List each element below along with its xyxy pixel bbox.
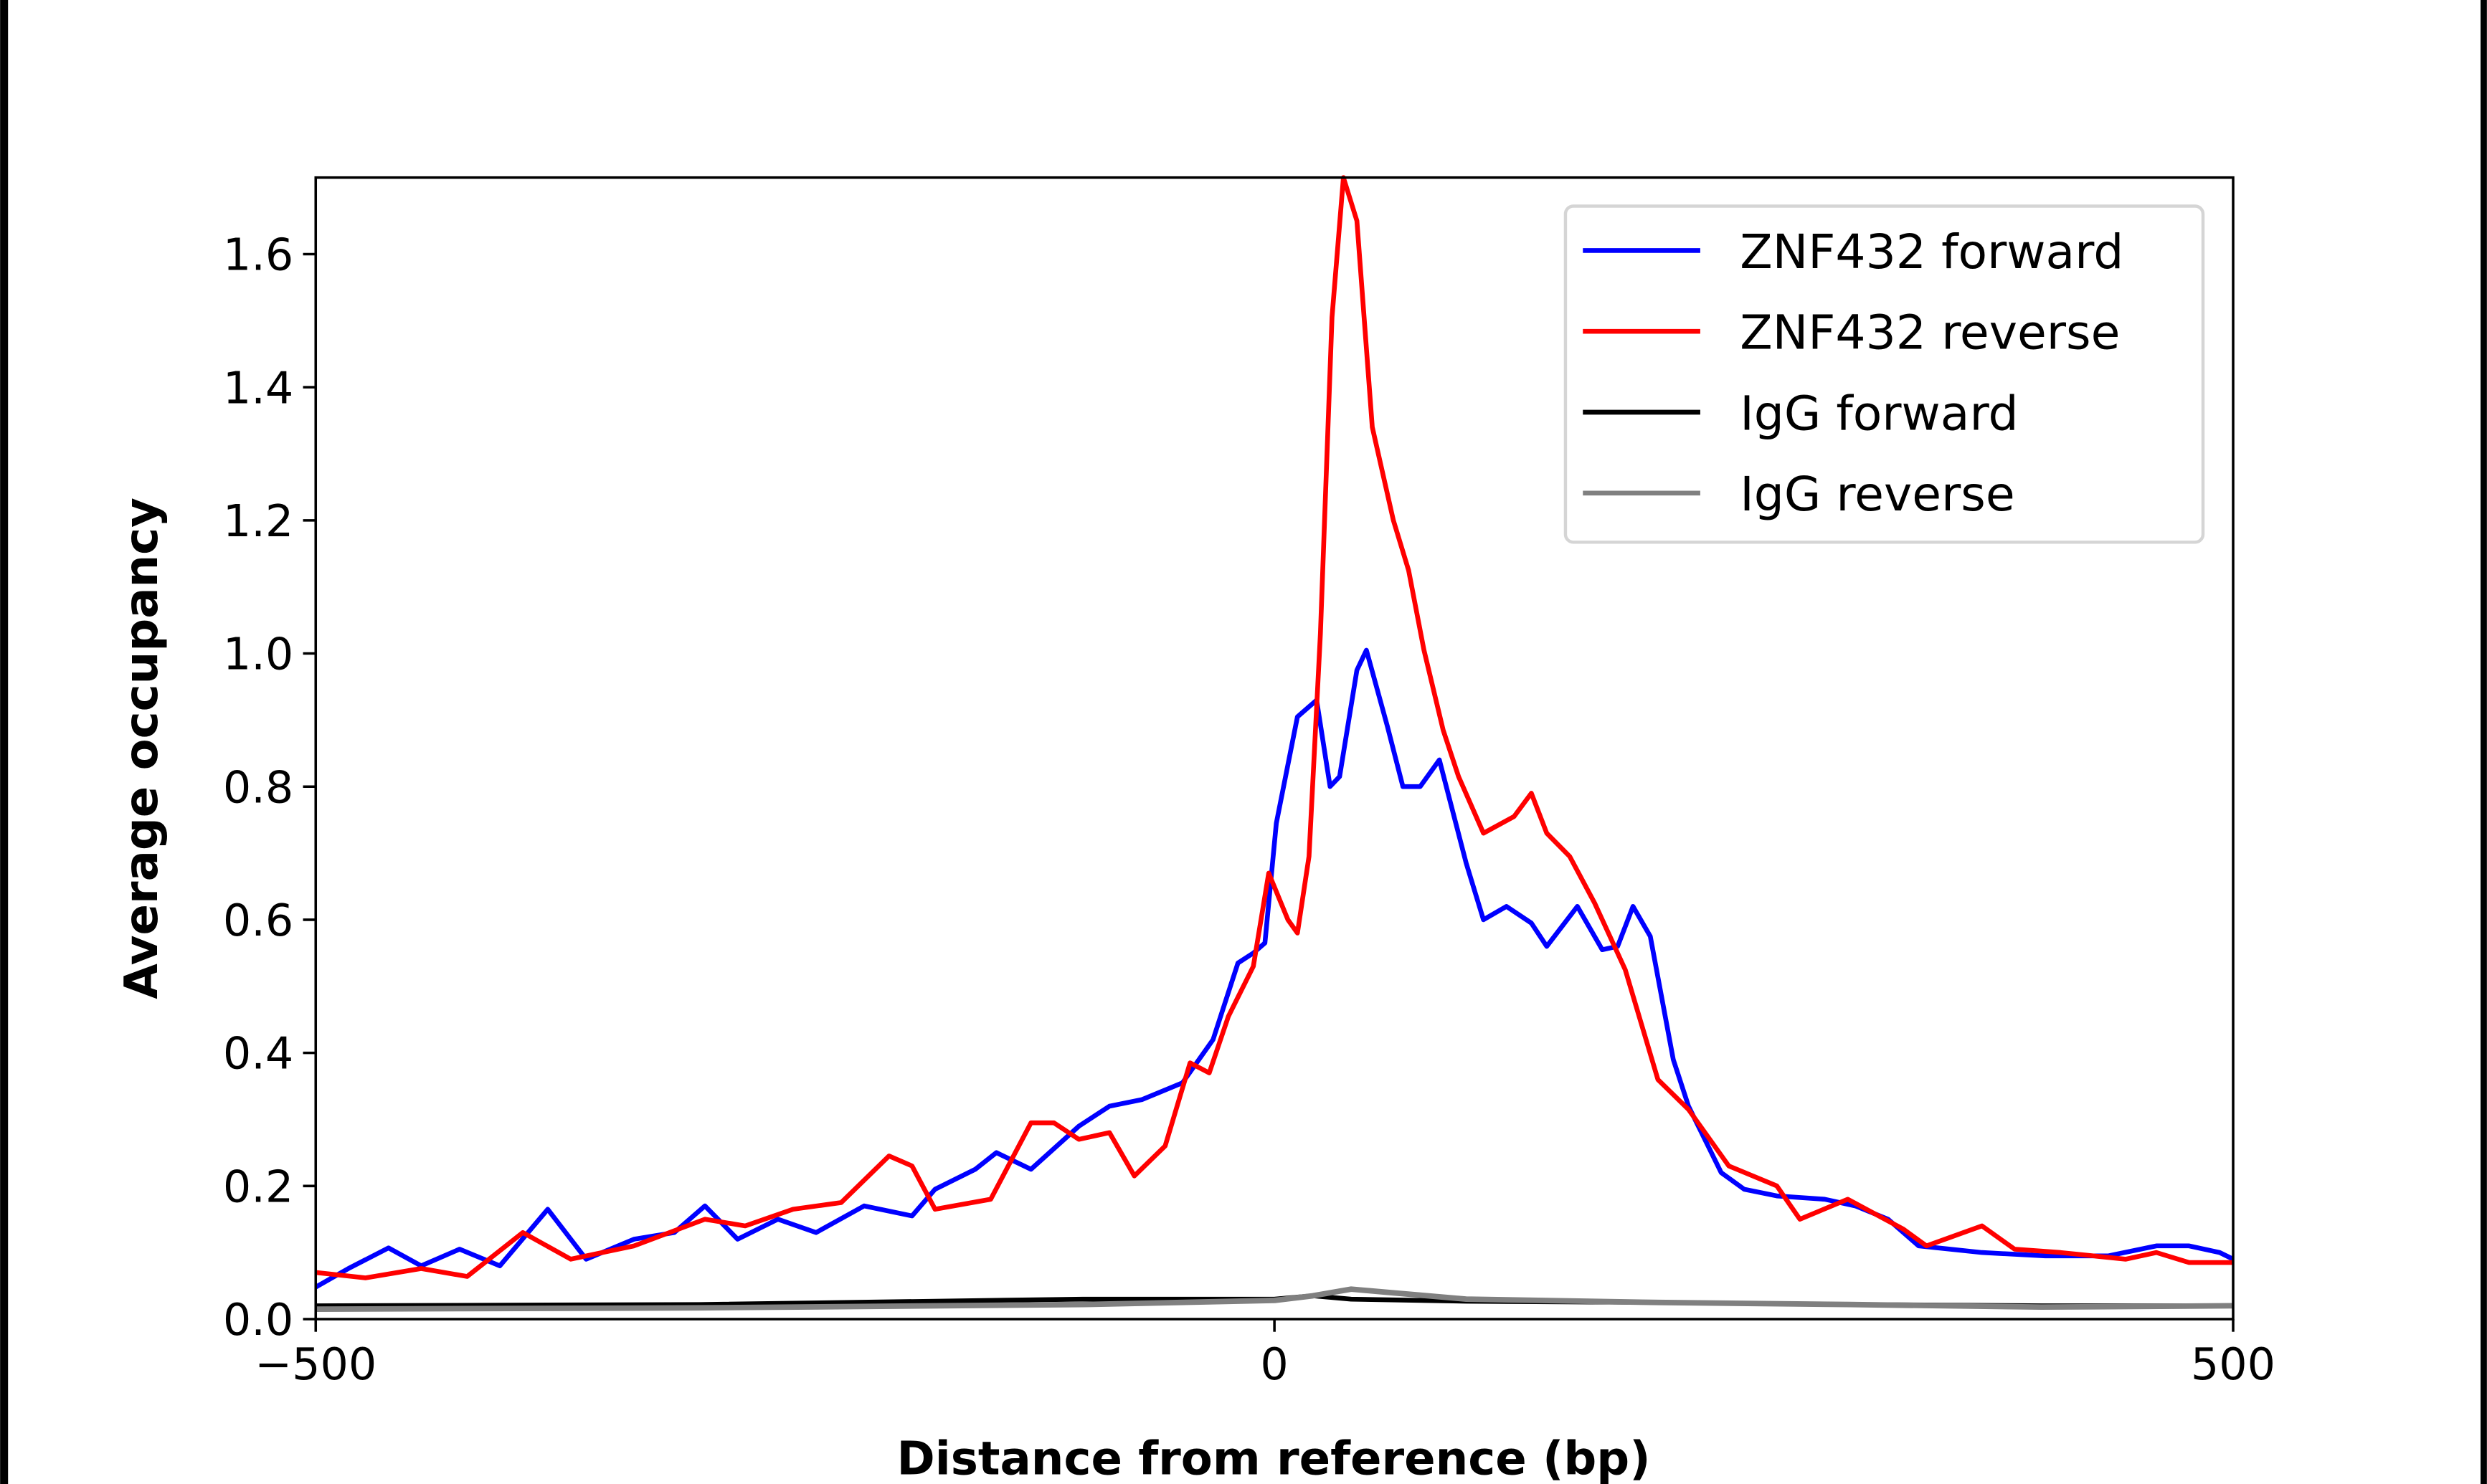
- legend-box: [1563, 204, 2205, 544]
- y-tick-label: 0.2: [223, 1161, 293, 1212]
- y-tick-label: 1.2: [223, 495, 293, 547]
- legend-label: ZNF432 forward: [1740, 224, 2123, 280]
- y-tick-label: 0.4: [223, 1028, 293, 1080]
- series-line-igg-reverse: [316, 1286, 2234, 1312]
- y-tick-label: 0.6: [223, 895, 293, 946]
- legend-label: IgG forward: [1740, 385, 2018, 441]
- y-tick-label: 1.6: [223, 229, 293, 281]
- legend-label: IgG reverse: [1740, 466, 2014, 522]
- x-tick-label: −500: [255, 1338, 376, 1390]
- x-axis: −500 0 500: [255, 1319, 2275, 1390]
- y-tick-label: 0.8: [223, 761, 293, 813]
- series-line-znf432-reverse: [315, 175, 2234, 1280]
- y-tick-label: 1.0: [223, 629, 293, 680]
- series-layer: [314, 175, 2235, 1312]
- legend: ZNF432 forward ZNF432 reverse IgG forward I…: [1563, 204, 2205, 544]
- x-axis-label: Distance from reference (bp): [897, 1432, 1651, 1484]
- x-tick-label: 500: [2191, 1338, 2275, 1390]
- y-tick-label: 0.0: [223, 1294, 293, 1346]
- right-border: [2481, 0, 2487, 1484]
- x-tick-label: 0: [1260, 1338, 1288, 1390]
- left-border: [0, 0, 9, 1484]
- y-axis-label: Average occupancy: [115, 498, 169, 999]
- y-tick-label: 1.4: [223, 362, 293, 414]
- series-line-znf432-forward: [314, 647, 2235, 1290]
- legend-label: ZNF432 reverse: [1740, 305, 2120, 361]
- y-axis: 0.0 0.2 0.4 0.6 0.8 1.0 1.2 1.4 1.6: [223, 229, 316, 1346]
